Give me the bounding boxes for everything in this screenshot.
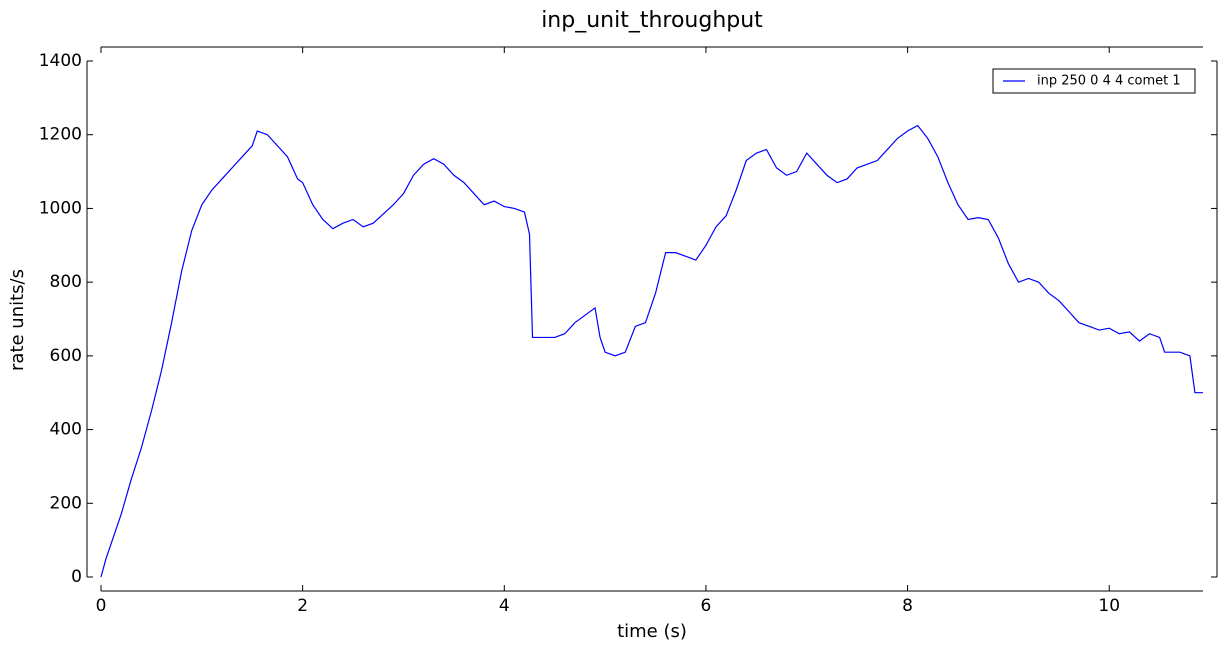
y-tick-label: 1000	[39, 198, 82, 218]
y-axis-label: rate units/s	[7, 269, 28, 371]
legend-label: inp 250 0 4 4 comet 1	[1037, 74, 1181, 89]
x-tick-label: 10	[1098, 596, 1120, 616]
y-tick-label: 1200	[39, 125, 82, 145]
y-tick-label: 0	[71, 567, 82, 587]
x-tick-label: 8	[902, 596, 913, 616]
y-tick-label: 1400	[39, 51, 82, 71]
data-line	[100, 124, 1203, 578]
y-tick-label: 400	[50, 420, 82, 440]
y-tick-label: 600	[50, 346, 82, 366]
x-tick-label: 6	[701, 596, 712, 616]
legend-box	[992, 68, 1196, 94]
x-tick-label: 4	[499, 596, 510, 616]
y-tick-label: 200	[50, 493, 82, 513]
x-tick-label: 2	[297, 596, 308, 616]
x-tick-label: 0	[96, 596, 107, 616]
x-axis-label: time (s)	[617, 621, 687, 642]
y-tick-label: 800	[50, 272, 82, 292]
axes-frame	[86, 46, 1218, 592]
chart-title: inp_unit_throughput	[541, 8, 763, 33]
